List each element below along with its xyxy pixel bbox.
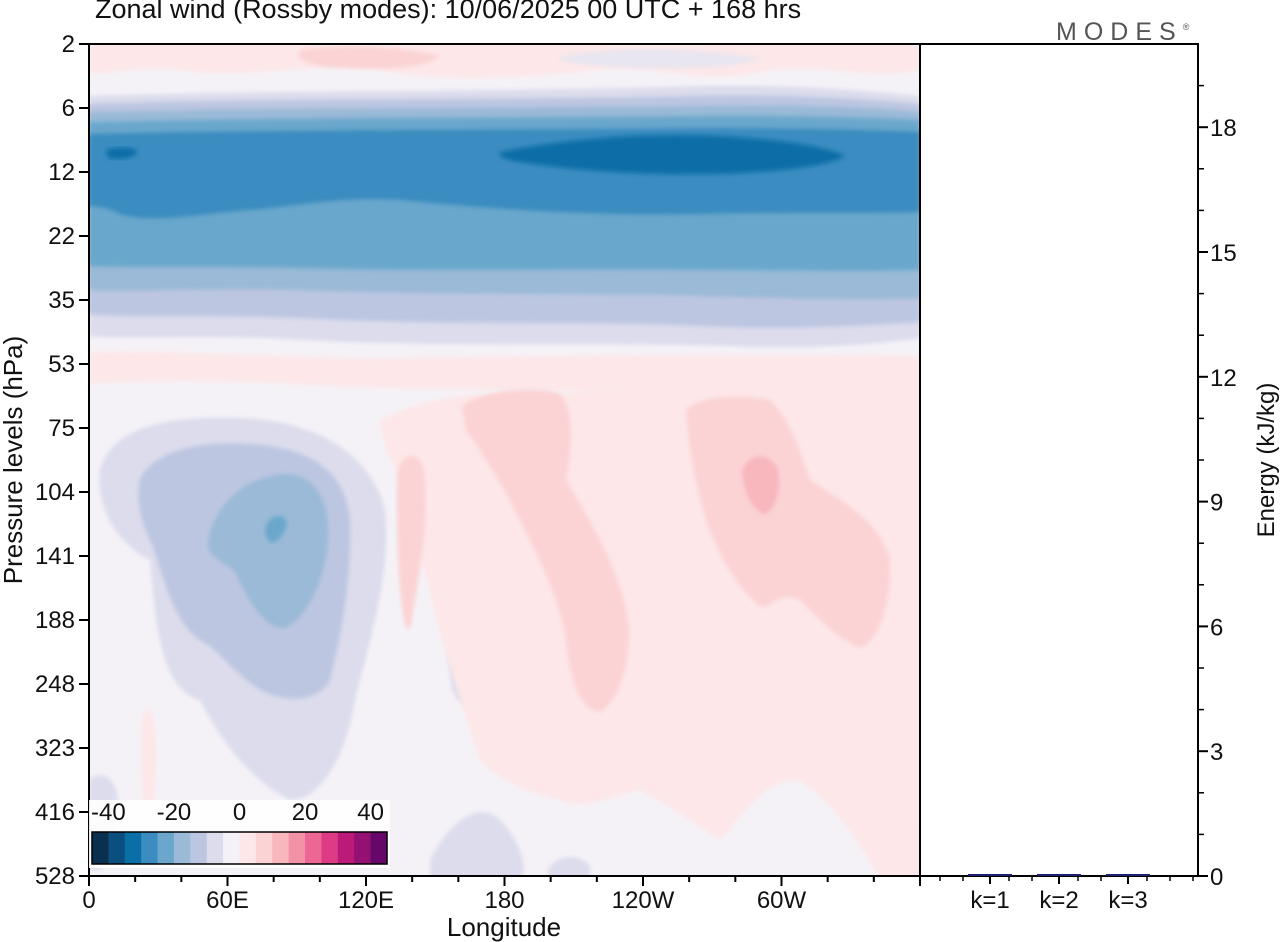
field-patch xyxy=(265,516,287,543)
y-tick-label: 6 xyxy=(62,95,75,122)
chart-title: Zonal wind (Rossby modes): 10/06/2025 00… xyxy=(95,0,802,24)
colorbar-swatch xyxy=(223,832,240,864)
colorbar-swatch xyxy=(206,832,224,864)
energy-bars-layer: 0 3 6 9 12 15 18 k=1 k=2 k=3 xyxy=(939,84,1237,914)
field-patch xyxy=(396,455,426,630)
energy-y-tick-label: 12 xyxy=(1210,365,1237,392)
x-tick-label: 60W xyxy=(757,887,807,914)
y-tick-label: 141 xyxy=(35,543,75,570)
colorbar-swatch xyxy=(173,832,191,864)
colorbar-swatch xyxy=(337,832,355,864)
colorbar-swatch xyxy=(255,832,273,864)
colorbar-swatch xyxy=(321,832,339,864)
y-tick-label: 12 xyxy=(48,159,75,186)
energy-x-tick-label: k=3 xyxy=(1108,887,1147,914)
field-patch xyxy=(742,456,780,514)
colorbar-swatch xyxy=(354,832,372,864)
field-patch xyxy=(106,147,138,160)
x-tick-label: 180 xyxy=(484,887,524,914)
logo-text: MODES xyxy=(1056,18,1183,46)
colorbar-swatch xyxy=(124,832,142,864)
colorbar-tick-label: 0 xyxy=(233,799,246,826)
colorbar-swatch xyxy=(288,832,306,864)
field-patch xyxy=(298,46,440,69)
field-patch xyxy=(559,49,760,69)
colorbar: -40 -20 0 20 40 xyxy=(89,799,390,868)
colorbar-swatch xyxy=(272,832,290,864)
x-tick-label: 0 xyxy=(82,887,95,914)
y-tick-label: 22 xyxy=(48,223,75,250)
colorbar-tick-label: -20 xyxy=(157,799,192,826)
energy-y-tick-label: 0 xyxy=(1210,864,1223,891)
colorbar-swatch xyxy=(141,832,159,864)
field-patch xyxy=(686,396,891,648)
y-tick-label: 104 xyxy=(35,479,75,506)
energy-y-tick-label: 3 xyxy=(1210,739,1223,766)
energy-panel-frame xyxy=(919,43,1199,877)
y-tick-label: 528 xyxy=(35,863,75,890)
energy-x-tick-label: k=1 xyxy=(970,887,1009,914)
colorbar-tick-label: 20 xyxy=(292,799,319,826)
x-axis-label: Longitude xyxy=(447,912,561,942)
energy-axis-label: Energy (kJ/kg) xyxy=(1253,383,1280,538)
colorbar-tick-label: -40 xyxy=(91,799,126,826)
x-tick-label: 120E xyxy=(338,887,394,914)
registered-mark: ® xyxy=(1182,22,1190,32)
y-axis-label: Pressure levels (hPa) xyxy=(0,336,28,585)
modes-logo: MODES® xyxy=(1056,18,1189,47)
colorbar-swatch xyxy=(370,832,388,864)
colorbar-swatch xyxy=(108,832,126,864)
colorbar-swatch xyxy=(92,832,109,864)
field-patch xyxy=(462,389,629,712)
energy-bar xyxy=(968,874,1012,876)
colorbar-swatch xyxy=(157,832,175,864)
colorbar-swatch xyxy=(305,832,322,864)
colorbar-tick-label: 40 xyxy=(357,799,384,826)
energy-y-tick-label: 6 xyxy=(1210,614,1223,641)
energy-y-tick-label: 9 xyxy=(1210,490,1223,517)
energy-y-tick-label: 15 xyxy=(1210,240,1237,267)
field-patch xyxy=(499,134,845,175)
colorbar-swatch xyxy=(239,832,257,864)
field-patch xyxy=(89,351,920,420)
energy-bar xyxy=(1106,874,1150,876)
energy-x-tick-label: k=2 xyxy=(1039,887,1078,914)
y-tick-label: 35 xyxy=(48,287,75,314)
y-tick-label: 75 xyxy=(48,415,75,442)
energy-y-tick-label: 18 xyxy=(1210,115,1237,142)
y-tick-label: 53 xyxy=(48,351,75,378)
colorbar-swatch xyxy=(190,832,208,864)
energy-bar xyxy=(1037,874,1081,876)
y-tick-label: 188 xyxy=(35,607,75,634)
y-tick-label: 416 xyxy=(35,799,75,826)
field-patch xyxy=(89,128,920,219)
wind-field xyxy=(89,44,920,876)
field-patch xyxy=(548,857,590,876)
field-patch xyxy=(141,709,157,826)
x-tick-label: 60E xyxy=(206,887,249,914)
x-tick-label: 120W xyxy=(612,887,675,914)
field-patch xyxy=(207,474,329,629)
y-tick-label: 2 xyxy=(62,31,75,58)
field-patch xyxy=(430,812,524,876)
axes-layer: 0 60E 120E 180 120W 60W 2 6 12 22 35 53 75 104 141 188 2… xyxy=(35,31,921,914)
colorbar-frame xyxy=(91,831,388,865)
y-tick-label: 323 xyxy=(35,735,75,762)
y-tick-label: 248 xyxy=(35,671,75,698)
